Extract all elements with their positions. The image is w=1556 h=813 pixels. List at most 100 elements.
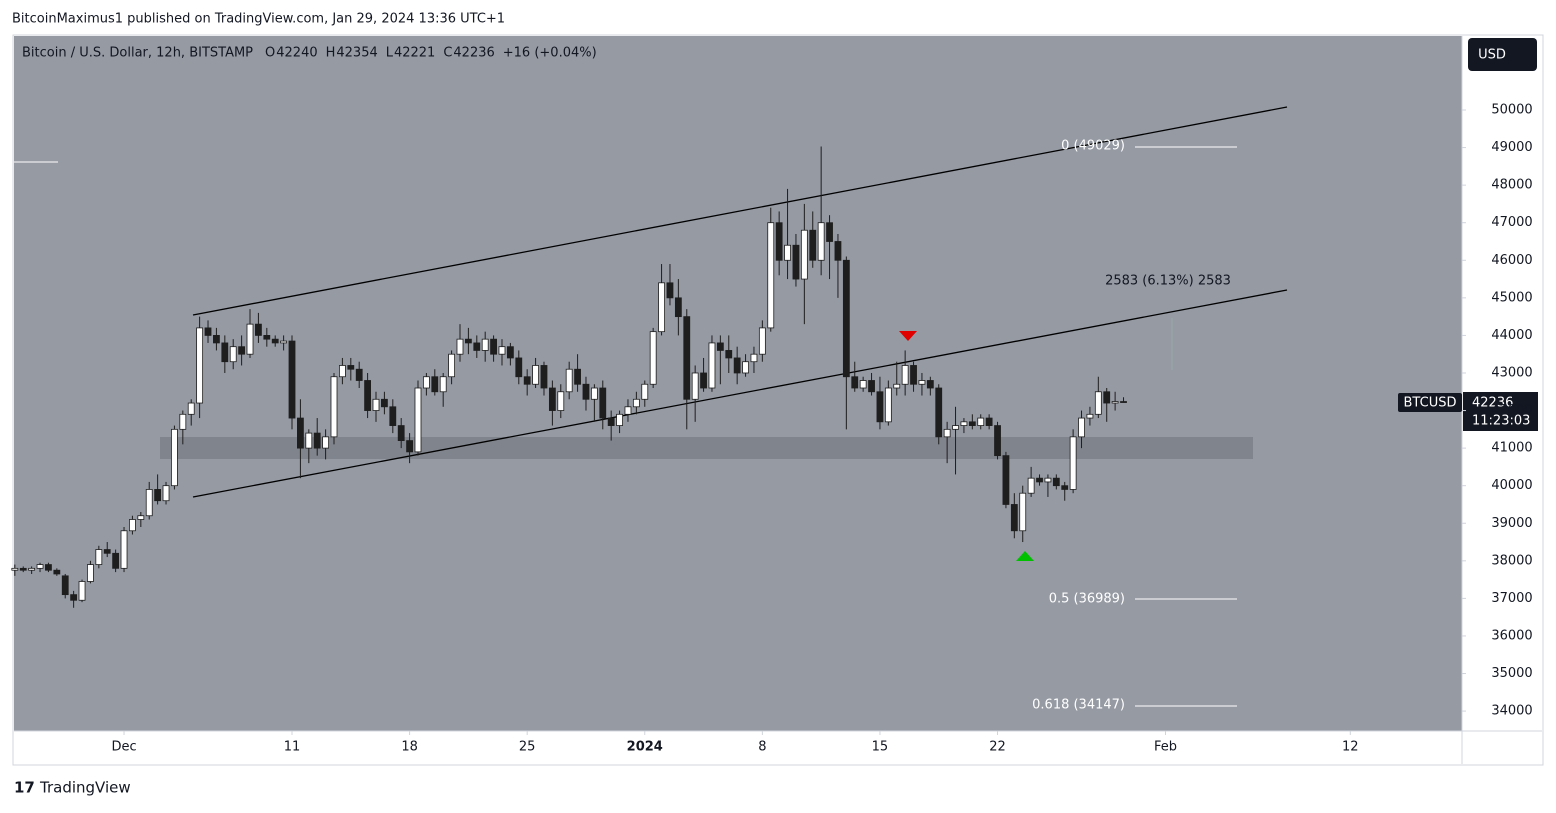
measure-label: 2583 (6.13%) 2583	[1105, 274, 1231, 289]
x-tick-label: Feb	[1154, 740, 1177, 755]
candle-body	[851, 376, 859, 389]
candle-body	[171, 428, 178, 487]
candle-body	[448, 353, 455, 378]
candle-body	[994, 425, 1001, 457]
publisher: BitcoinMaximus1 published on TradingView…	[12, 12, 505, 27]
candle-body	[406, 440, 413, 453]
candle-body	[70, 594, 78, 601]
candle-body	[649, 331, 657, 385]
candle-body	[515, 357, 523, 378]
candle-body	[1086, 413, 1094, 419]
title: Bitcoin / U.S. Dollar, 12h, BITSTAMP	[22, 46, 253, 61]
candle-body	[187, 402, 195, 415]
candle-body	[11, 567, 19, 571]
candle-body	[464, 338, 472, 344]
candle-body	[103, 549, 111, 554]
candle-body	[1061, 485, 1069, 490]
ohlc-label: O	[265, 46, 275, 61]
signal-up	[1016, 551, 1034, 561]
candle-body	[565, 368, 573, 393]
candle-body	[95, 549, 103, 565]
candle-body	[742, 361, 749, 374]
x-tick-label: 15	[872, 740, 889, 755]
candle-body	[112, 552, 120, 569]
fib-label: 0.618 (34147)	[1032, 698, 1125, 713]
ohlc-value: 42354	[336, 46, 377, 61]
candle-body	[935, 387, 943, 438]
candle-body	[473, 342, 481, 351]
candle-body	[129, 519, 136, 532]
currency-label: USD	[1478, 48, 1506, 63]
candle-body	[1103, 391, 1111, 404]
y-tick-label: 50000	[1491, 103, 1532, 118]
x-tick-label: Dec	[111, 740, 136, 755]
y-tick-label: 39000	[1491, 516, 1532, 531]
candle-body	[36, 564, 44, 569]
candle-body	[422, 376, 430, 389]
candle-body	[481, 338, 489, 351]
candle-body	[918, 380, 926, 385]
y-tick-label: 36000	[1491, 628, 1532, 643]
candle-body	[1036, 477, 1043, 483]
candle-body	[532, 365, 539, 385]
candle-body	[616, 413, 623, 426]
candle-body	[1027, 477, 1035, 494]
signal-down	[899, 331, 917, 341]
y-tick-label: 45000	[1491, 290, 1532, 305]
plot-area	[14, 36, 1462, 731]
ohlc-value: 42240	[276, 46, 317, 61]
candle-body	[968, 421, 976, 426]
candle-body	[784, 244, 791, 261]
y-tick-label: 49000	[1491, 140, 1532, 155]
y-tick-label: 35000	[1491, 666, 1532, 681]
y-tick-label: 38000	[1491, 553, 1532, 568]
candle-body	[389, 406, 397, 426]
currency-button[interactable]	[1468, 38, 1537, 71]
candle-body	[641, 383, 649, 400]
candle-body	[859, 380, 867, 389]
candle-body	[700, 372, 707, 389]
candle-body	[1078, 417, 1085, 438]
candle-body	[78, 581, 86, 601]
fib-label: 0 (49029)	[1061, 139, 1125, 154]
candle-body	[179, 413, 187, 430]
candle-body	[842, 259, 850, 378]
candle-body	[901, 365, 909, 385]
x-tick-label: 8	[758, 740, 766, 755]
candle-body	[716, 342, 724, 351]
candle-body	[53, 569, 61, 575]
candle-body	[120, 530, 128, 569]
x-tick-label: 11	[284, 740, 301, 755]
candle-body	[297, 417, 304, 449]
x-tick-label: 2024	[627, 740, 663, 755]
candle-body	[733, 357, 741, 374]
candle-body	[397, 425, 405, 442]
candle-body	[658, 282, 665, 333]
candle-body	[767, 222, 775, 329]
candle-body	[834, 241, 842, 261]
candle-body	[1052, 477, 1060, 487]
y-tick-label: 43000	[1491, 365, 1532, 380]
candle-body	[255, 323, 262, 336]
candle-body	[557, 391, 565, 411]
x-tick-label: 18	[401, 740, 418, 755]
candle-body	[1111, 401, 1119, 404]
candle-body	[456, 338, 464, 355]
candle-body	[506, 346, 514, 359]
candle-body	[708, 342, 716, 389]
candle-body	[347, 365, 355, 370]
candle-body	[154, 489, 162, 502]
y-tick-label: 37000	[1491, 591, 1532, 606]
candle-body	[1120, 401, 1127, 403]
candle-body	[498, 346, 506, 355]
candle-body	[87, 564, 94, 582]
candle-body	[523, 376, 531, 385]
candle-body	[137, 515, 145, 520]
candle-body	[674, 297, 682, 318]
candle-body	[893, 383, 901, 389]
candle-body	[868, 380, 875, 393]
y-tick-label: 48000	[1491, 178, 1532, 193]
ohlc-value: 42236	[453, 46, 494, 61]
candle-body	[926, 380, 934, 389]
